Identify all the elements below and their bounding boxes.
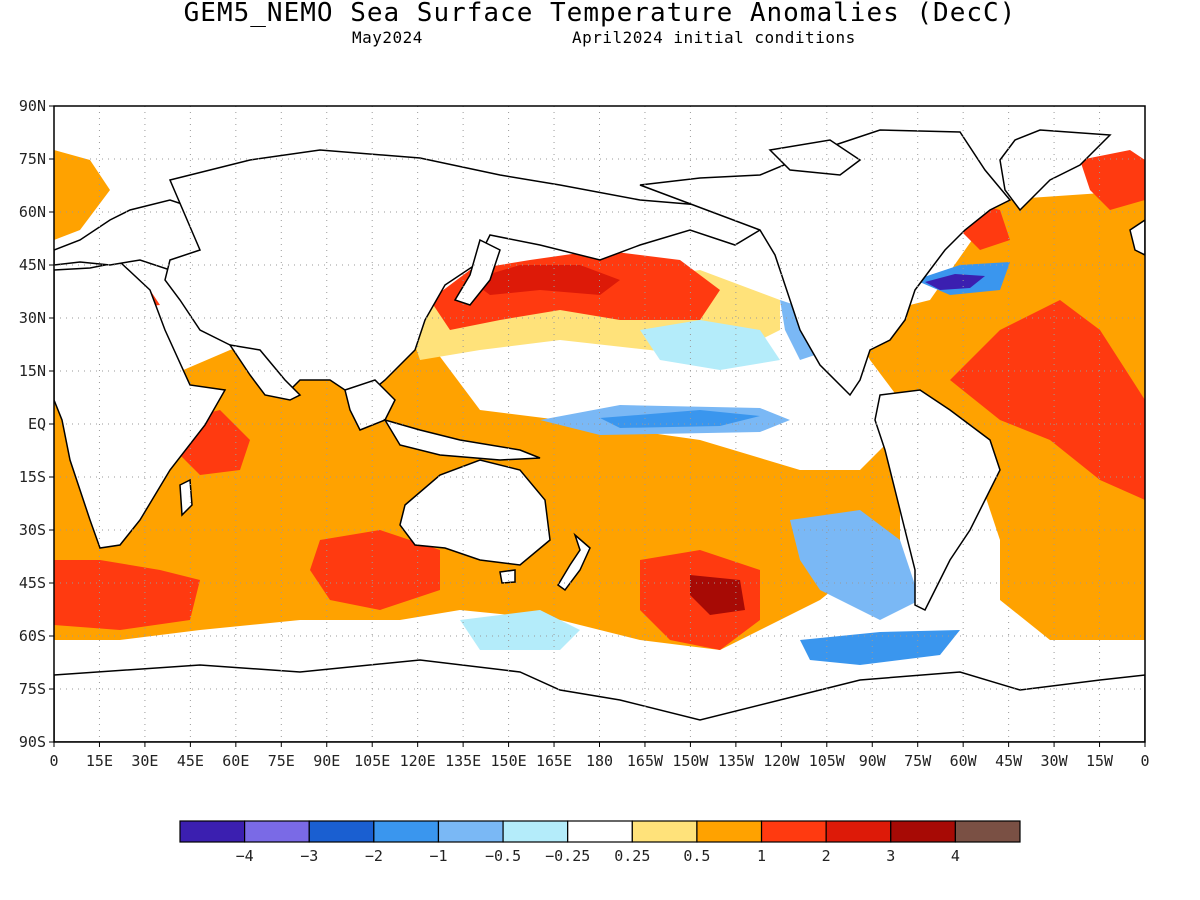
x-tick-label: 120E: [400, 752, 436, 770]
y-tick-label: 45S: [19, 574, 46, 592]
colorbar-swatch: [696, 820, 763, 843]
colorbar-swatch: [631, 820, 698, 843]
colorbar-swatch: [825, 820, 892, 843]
anomaly-south-pacific-core: [690, 575, 745, 615]
land-new-zealand: [557, 532, 591, 592]
colorbar-label: 3: [886, 847, 895, 865]
anomaly-drake-passage-cool: [460, 610, 580, 650]
colorbar-label: 4: [951, 847, 960, 865]
x-tick-label: 105W: [809, 752, 846, 770]
land-india: [228, 343, 302, 401]
land-uk: [1129, 219, 1145, 256]
colorbar-label: 1: [757, 847, 766, 865]
anomaly-south-indian-hot: [310, 530, 440, 610]
x-tick-label: 75W: [904, 752, 932, 770]
x-tick-label: 0: [1140, 752, 1149, 770]
x-tick-label: 90W: [859, 752, 887, 770]
anomaly-south-atlantic-hot: [54, 560, 200, 630]
land-tasmania: [499, 569, 516, 584]
x-tick-label: 90E: [313, 752, 340, 770]
colorbar-swatch: [954, 820, 1021, 843]
colorbar-swatch: [244, 820, 310, 843]
anomaly-tropical-atlantic-hot: [950, 300, 1145, 500]
x-tick-label: 45E: [177, 752, 204, 770]
x-tick-label: 15W: [1086, 752, 1114, 770]
x-tick-label: 30W: [1041, 752, 1069, 770]
colorbar-label: −3: [300, 847, 318, 865]
graticule: [54, 106, 1145, 742]
land-japan: [453, 238, 501, 306]
y-tick-label: 60S: [19, 627, 46, 645]
x-tick-label: 150W: [672, 752, 709, 770]
anomaly-norwegian-sea-warm: [54, 150, 110, 240]
colorbar-label: −4: [236, 847, 254, 865]
colorbar-swatch: [437, 820, 504, 843]
x-tick-label: 75E: [268, 752, 295, 770]
map-title: GEM5_NEMO Sea Surface Temperature Anomal…: [183, 0, 1017, 28]
colorbar-swatch: [502, 820, 569, 843]
land-asia: [164, 149, 762, 407]
land-australia: [399, 459, 551, 566]
land-greenland: [999, 129, 1112, 212]
y-tick-label: 75S: [19, 680, 46, 698]
x-tick-label: 60E: [222, 752, 249, 770]
colorbar-label: 0.5: [683, 847, 710, 865]
land-south-america: [874, 389, 1001, 612]
y-tick-label: 15N: [19, 362, 46, 380]
anomaly-southern-ocean-cold: [800, 630, 960, 665]
forecast-month-label: May2024: [352, 28, 423, 47]
y-tick-label: 15S: [19, 468, 46, 486]
x-tick-label: 45W: [995, 752, 1023, 770]
colorbar: −4 −3 −2 −1 −0.5 −0.25 0.25 0.5 1 2 3 4: [179, 820, 1021, 865]
x-tick-label: 150E: [491, 752, 527, 770]
x-tick-label: 15E: [86, 752, 113, 770]
y-tick-label: EQ: [28, 415, 46, 433]
land-maritime-continent: [383, 418, 541, 461]
colorbar-swatch: [373, 820, 440, 843]
land-arctic-islands: [768, 139, 862, 176]
x-tick-label: 60W: [950, 752, 978, 770]
colorbar-label: 2: [822, 847, 831, 865]
anomaly-southeast-pacific-cool: [790, 510, 920, 620]
y-axis-ticks: 90N 75N 60N 45N 30N 15N EQ 15S 30S 45S 60S 75S 90S: [19, 97, 54, 751]
colorbar-swatch: [567, 820, 633, 843]
x-tick-label: 30E: [131, 752, 158, 770]
colorbar-label: −0.5: [485, 847, 521, 865]
y-tick-label: 90N: [19, 97, 46, 115]
x-tick-label: 135E: [445, 752, 481, 770]
y-tick-label: 90S: [19, 733, 46, 751]
anomaly-kuroshio-hotter: [470, 265, 620, 295]
anomaly-gulf-stream-core: [925, 274, 985, 290]
x-tick-label: 105E: [354, 752, 390, 770]
x-axis-ticks: 0 15E 30E 45E 60E 75E 90E 105E 120E 135E 150E 165E 1…: [49, 742, 1150, 770]
colorbar-label: −0.25: [545, 847, 590, 865]
y-tick-label: 60N: [19, 203, 46, 221]
x-tick-label: 135W: [718, 752, 755, 770]
y-tick-label: 75N: [19, 150, 46, 168]
land-antarctica: [54, 659, 1145, 742]
y-tick-label: 45N: [19, 256, 46, 274]
land-madagascar: [179, 478, 193, 517]
x-tick-label: 120W: [763, 752, 800, 770]
colorbar-swatch: [179, 820, 246, 843]
y-tick-label: 30N: [19, 309, 46, 327]
x-tick-label: 0: [49, 752, 58, 770]
x-tick-label: 180: [586, 752, 613, 770]
colorbar-label: 0.25: [614, 847, 650, 865]
colorbar-swatch: [760, 820, 827, 843]
colorbar-swatch: [308, 820, 375, 843]
x-tick-label: 165E: [536, 752, 572, 770]
x-tick-label: 165W: [627, 752, 664, 770]
anomaly-labrador-hot: [1080, 150, 1145, 210]
y-tick-label: 30S: [19, 521, 46, 539]
colorbar-label: −2: [365, 847, 383, 865]
colorbar-swatch: [890, 820, 956, 843]
initial-conditions-label: April2024 initial conditions: [572, 28, 856, 47]
colorbar-label: −1: [429, 847, 447, 865]
anomaly-ne-pacific-cool: [640, 320, 780, 370]
